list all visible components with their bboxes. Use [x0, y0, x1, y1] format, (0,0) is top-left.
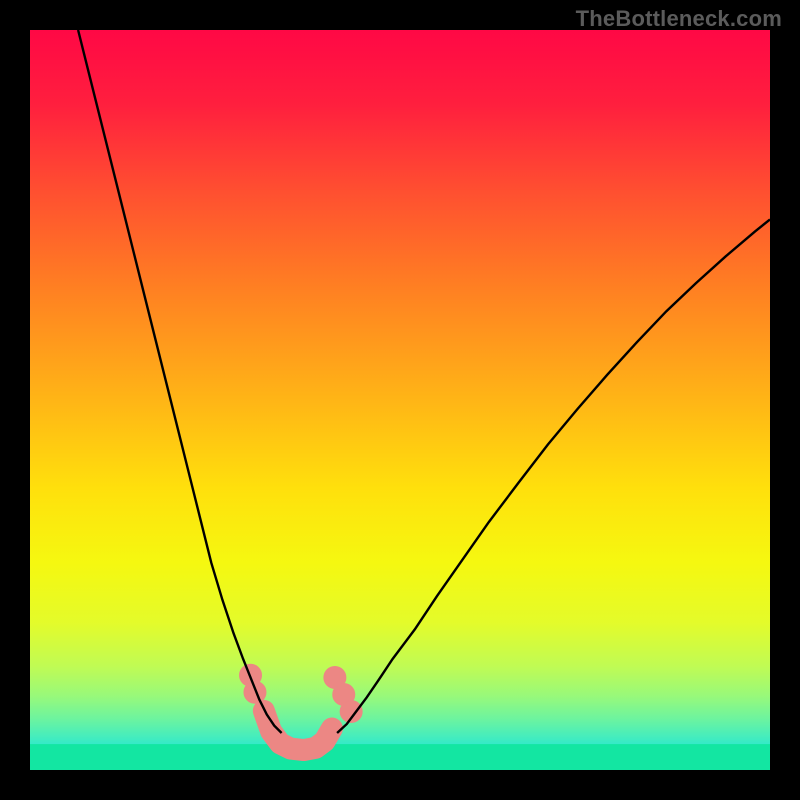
frame: TheBottleneck.com [0, 0, 800, 800]
plot-area [30, 30, 770, 770]
watermark-text: TheBottleneck.com [576, 6, 782, 32]
gradient-background [30, 30, 770, 770]
